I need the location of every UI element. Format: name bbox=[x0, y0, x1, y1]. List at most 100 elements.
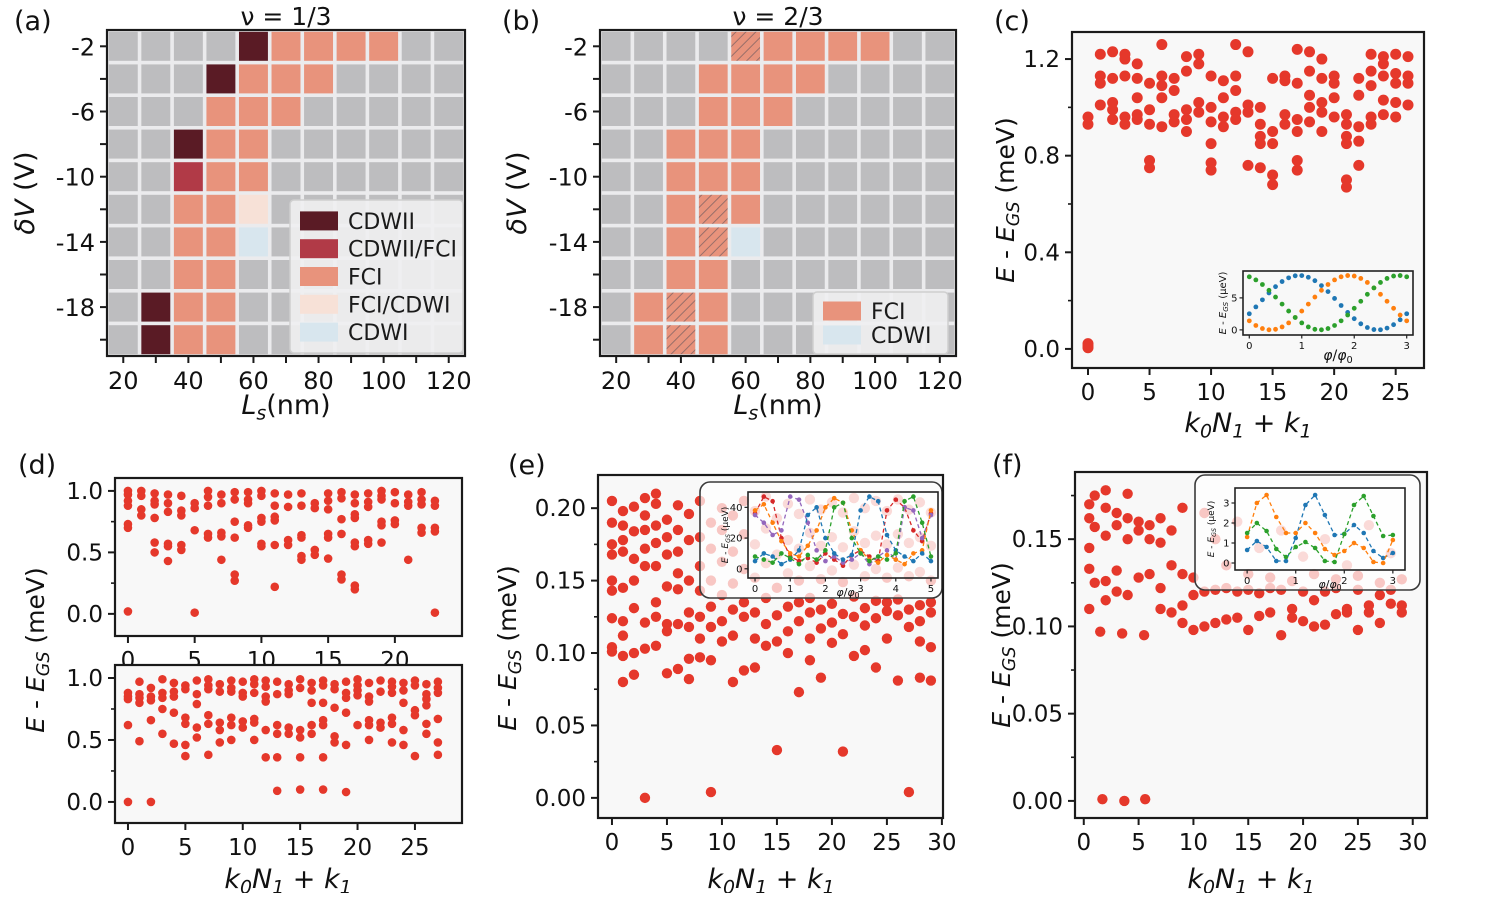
x-tick-label: 5 bbox=[1131, 830, 1146, 856]
data-point bbox=[136, 491, 146, 501]
inset-x-tick-label: 3 bbox=[1404, 341, 1410, 352]
data-point bbox=[661, 514, 673, 525]
data-point bbox=[307, 678, 316, 688]
data-point bbox=[1100, 575, 1111, 587]
data-point bbox=[318, 753, 328, 762]
phase-cell bbox=[173, 194, 203, 224]
data-point bbox=[1177, 502, 1188, 513]
phase-cell bbox=[336, 64, 366, 94]
data-point bbox=[261, 725, 271, 735]
data-point bbox=[350, 584, 360, 594]
inset-data-point bbox=[831, 551, 837, 556]
inset-data-point bbox=[1380, 533, 1386, 539]
data-point bbox=[270, 540, 280, 550]
inset-data-point bbox=[1378, 291, 1383, 297]
inset-data-point bbox=[1371, 548, 1376, 554]
phase-cell bbox=[860, 227, 890, 257]
phase-cell bbox=[336, 97, 366, 126]
phase-cell bbox=[860, 64, 890, 94]
phase-cell bbox=[634, 227, 663, 257]
x-tick-label: 60 bbox=[238, 367, 269, 395]
data-point bbox=[1353, 72, 1365, 84]
phase-cell bbox=[271, 162, 301, 192]
data-point bbox=[1291, 77, 1303, 89]
data-point bbox=[1100, 530, 1111, 541]
phase-cell bbox=[795, 97, 825, 126]
inset-data-point bbox=[1283, 554, 1289, 560]
inset-data-point bbox=[1253, 277, 1259, 283]
scatter-points bbox=[123, 674, 443, 807]
inset-data-point bbox=[911, 494, 916, 499]
phase-cell bbox=[238, 64, 268, 94]
panel-e-figure: 0 1 2 3 4 5 0 20 40 φ/φ0 E - EGS (μeV) 0 5 10 15 20 25 30… bbox=[493, 473, 957, 897]
data-point bbox=[318, 720, 328, 730]
phase-cell bbox=[795, 31, 825, 61]
data-point bbox=[1111, 507, 1122, 519]
data-point bbox=[377, 538, 386, 547]
data-point bbox=[350, 490, 360, 499]
phase-cell bbox=[108, 64, 138, 94]
data-point bbox=[323, 489, 333, 498]
phase-cell bbox=[336, 129, 366, 159]
y-tick-label: -6 bbox=[564, 99, 588, 127]
data-point bbox=[617, 520, 629, 531]
data-point bbox=[606, 646, 618, 657]
data-point bbox=[1308, 621, 1320, 632]
data-point bbox=[639, 792, 651, 804]
data-point bbox=[387, 713, 397, 722]
data-point bbox=[793, 615, 805, 627]
data-point bbox=[1084, 542, 1095, 554]
data-point bbox=[1193, 106, 1205, 118]
data-point bbox=[1119, 53, 1131, 65]
inset-data-point bbox=[1378, 280, 1383, 285]
data-point bbox=[1082, 338, 1094, 350]
data-point bbox=[1156, 80, 1168, 92]
phase-cell bbox=[206, 31, 236, 61]
data-point bbox=[661, 618, 673, 630]
data-point bbox=[749, 662, 761, 673]
data-point bbox=[261, 697, 271, 706]
phase-cell bbox=[206, 227, 236, 257]
phase-cell bbox=[173, 227, 203, 257]
data-point bbox=[1193, 58, 1205, 70]
data-point bbox=[749, 633, 761, 644]
data-point bbox=[683, 621, 695, 633]
phase-cell bbox=[304, 162, 334, 192]
data-point bbox=[1316, 97, 1328, 109]
inset-data-point bbox=[911, 508, 916, 513]
plot-spines bbox=[113, 663, 464, 825]
x-tick-label: 60 bbox=[730, 367, 761, 395]
data-point bbox=[1254, 101, 1266, 113]
y-axis-label: E - EGS (meV) bbox=[21, 567, 54, 732]
data-point bbox=[1111, 520, 1122, 531]
y-tick-label: 0.0 bbox=[1023, 337, 1060, 363]
inset-data-point bbox=[1299, 320, 1305, 326]
data-point bbox=[1267, 126, 1279, 138]
phase-cell bbox=[206, 292, 236, 322]
data-point bbox=[158, 729, 167, 739]
data-point bbox=[650, 640, 662, 651]
phase-cell bbox=[434, 162, 464, 192]
data-point bbox=[903, 604, 915, 615]
inset-data-point bbox=[770, 520, 775, 526]
inset-data-point bbox=[1305, 324, 1311, 330]
data-point bbox=[628, 575, 640, 586]
data-point bbox=[364, 720, 374, 730]
data-point bbox=[217, 498, 226, 508]
legend-swatch bbox=[300, 239, 338, 259]
phase-cell bbox=[795, 227, 825, 257]
data-point bbox=[1133, 572, 1144, 583]
data-point bbox=[1166, 525, 1177, 536]
legend-label: CDWI bbox=[871, 324, 932, 349]
data-point bbox=[1094, 48, 1106, 60]
phase-cell bbox=[601, 162, 631, 192]
inset-data-point bbox=[1371, 559, 1376, 565]
phase-cell bbox=[434, 64, 464, 94]
x-axis-label: Ls(nm) bbox=[733, 390, 822, 424]
panel-label-e: (e) bbox=[508, 450, 546, 481]
data-point bbox=[672, 500, 684, 511]
phase-cell bbox=[173, 325, 203, 355]
inset-y-tick-label: 40 bbox=[730, 503, 743, 514]
inset-data-point bbox=[752, 512, 758, 518]
data-point bbox=[1180, 113, 1192, 125]
